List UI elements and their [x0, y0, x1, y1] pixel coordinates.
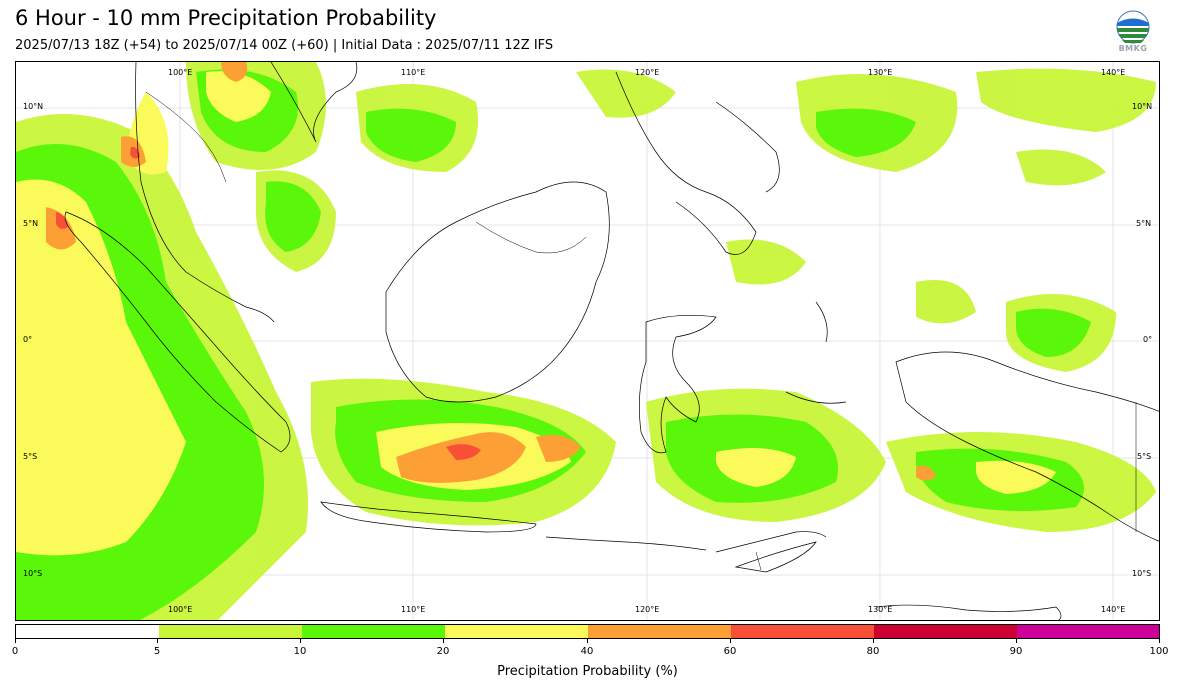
lat-label-5n-left: 5°N	[23, 219, 39, 228]
lat-label-5s-right: 5°S	[1137, 452, 1152, 461]
lon-label-110e-top: 110°E	[401, 68, 426, 77]
colorbar-tick-20: 20	[436, 646, 450, 657]
colorbar-seg-10-20	[302, 625, 445, 638]
colorbar-tick-100: 100	[1149, 646, 1169, 657]
lon-label-110e-bottom: 110°E	[401, 605, 426, 614]
coastlines	[64, 62, 1159, 620]
colorbar-seg-80-90	[874, 625, 1017, 638]
lon-label-130e-bottom: 130°E	[868, 605, 893, 614]
lat-label-5n-right: 5°N	[1136, 219, 1152, 228]
bmkg-logo-label: BMKG	[1118, 44, 1148, 53]
lat-label-10n-left: 10°N	[23, 102, 44, 111]
lat-label-10s-right: 10°S	[1132, 569, 1152, 578]
lon-label-100e-top: 100°E	[168, 68, 193, 77]
lat-label-10n-right: 10°N	[1132, 102, 1153, 111]
map-title: 6 Hour - 10 mm Precipitation Probability	[15, 6, 437, 30]
lon-label-120e-top: 120°E	[635, 68, 660, 77]
colorbar-seg-5-10	[159, 625, 302, 638]
colorbar-tick-5: 5	[153, 646, 161, 657]
map-canvas	[16, 62, 1159, 620]
lat-label-0-right: 0°	[1143, 335, 1153, 344]
lon-label-130e-top: 130°E	[868, 68, 893, 77]
colorbar-seg-20-40	[445, 625, 588, 638]
bmkg-logo	[1116, 10, 1150, 44]
precip-field-60-80	[56, 146, 481, 460]
colorbar-tick-0: 0	[11, 646, 19, 657]
colorbar-seg-40-60	[588, 625, 731, 638]
map-subtitle: 2025/07/13 18Z (+54) to 2025/07/14 00Z (…	[15, 38, 554, 53]
colorbar-title: Precipitation Probability (%)	[497, 664, 678, 679]
lon-label-140e-bottom: 140°E	[1101, 605, 1126, 614]
lat-label-10s-left: 10°S	[23, 569, 43, 578]
lon-label-100e-bottom: 100°E	[168, 605, 193, 614]
lon-label-120e-bottom: 120°E	[635, 605, 660, 614]
precipitation-map: 100°E 110°E 120°E 130°E 140°E 100°E 110°…	[15, 61, 1160, 621]
colorbar-tick-80: 80	[866, 646, 880, 657]
colorbar-seg-0-5	[16, 625, 159, 638]
colorbar-seg-90-100	[1017, 625, 1159, 638]
country-borders	[145, 91, 1137, 571]
lat-label-5s-left: 5°S	[23, 452, 38, 461]
colorbar-tick-60: 60	[723, 646, 737, 657]
colorbar	[15, 624, 1160, 639]
lon-label-140e-top: 140°E	[1101, 68, 1126, 77]
colorbar-tick-40: 40	[580, 646, 594, 657]
colorbar-seg-60-80	[731, 625, 874, 638]
colorbar-tick-10: 10	[293, 646, 307, 657]
colorbar-tick-90: 90	[1009, 646, 1023, 657]
lat-label-0-left: 0°	[23, 335, 33, 344]
